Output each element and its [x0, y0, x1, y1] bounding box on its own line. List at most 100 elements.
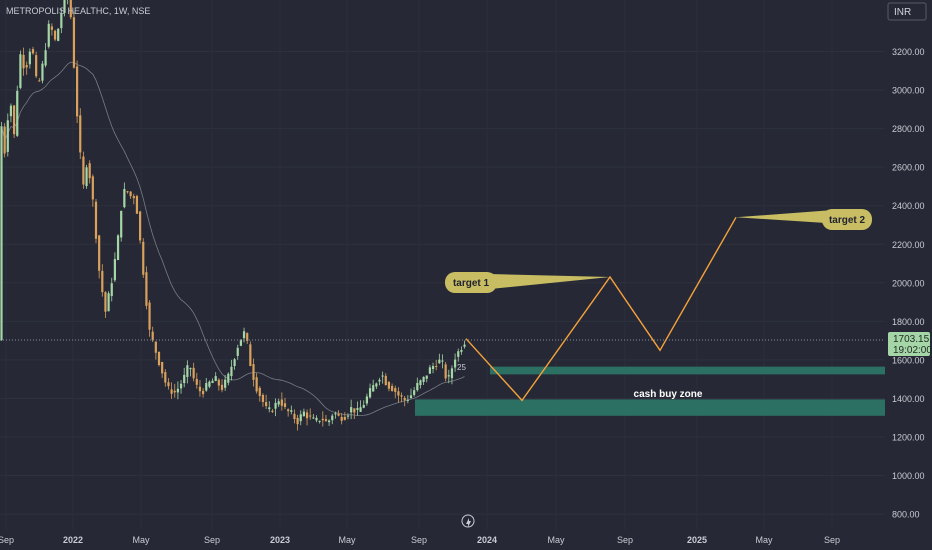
- candle-body: [110, 283, 113, 297]
- candle-body: [454, 359, 457, 368]
- ma-label: 25: [457, 363, 466, 372]
- candle-body: [299, 414, 302, 422]
- target-callouts[interactable]: target 1 target 2: [445, 209, 872, 293]
- candle-body: [252, 364, 255, 380]
- candle-body: [148, 302, 151, 330]
- candle-body: [419, 380, 422, 386]
- candle-body: [403, 397, 406, 401]
- candle-body: [249, 344, 252, 367]
- candle-body: [101, 270, 104, 293]
- candle-body: [463, 344, 466, 347]
- target-2-callout[interactable]: [822, 209, 872, 230]
- price-tick-label: 2600.00: [892, 163, 925, 173]
- candle-body: [271, 410, 274, 412]
- candle-body: [211, 380, 214, 383]
- candle-body: [287, 409, 290, 412]
- candle-body: [239, 339, 242, 346]
- candle-body: [142, 241, 145, 275]
- candle-body: [258, 387, 261, 397]
- countdown-value: 19:02:00: [893, 345, 932, 356]
- candle-body: [400, 395, 403, 397]
- candle-body: [35, 55, 38, 77]
- candle-body: [406, 399, 409, 401]
- candle-body: [195, 378, 198, 385]
- price-tick-label: 2200.00: [892, 240, 925, 250]
- candle-body: [19, 54, 22, 88]
- candle-body: [151, 331, 154, 340]
- candle-body: [277, 401, 280, 405]
- time-tick-label: May: [338, 535, 356, 545]
- candle-body: [353, 408, 356, 413]
- time-tick-label: 2024: [477, 535, 497, 545]
- currency-box[interactable]: [887, 2, 927, 21]
- candle-body: [72, 17, 76, 68]
- candle-body: [38, 80, 41, 82]
- candle-body: [170, 389, 173, 394]
- candle-body: [375, 383, 378, 387]
- candle-body: [413, 390, 416, 395]
- price-tick-label: 1200.00: [892, 433, 925, 443]
- bolt-icon: [466, 518, 471, 527]
- candle-body: [116, 235, 120, 260]
- candle-body: [179, 383, 183, 389]
- candle-body: [441, 360, 444, 362]
- price-tick-label: 1000.00: [892, 471, 925, 481]
- candle-body: [309, 415, 312, 417]
- price-axis[interactable]: 3200.00 3000.00 2800.00 2600.00 2400.00 2200.…: [885, 0, 932, 550]
- candle-body: [230, 366, 233, 377]
- candle-body: [290, 410, 293, 412]
- time-tick-label: 2023: [270, 535, 290, 545]
- candle-body: [280, 399, 283, 406]
- candles: [0, 0, 466, 431]
- candle-body: [438, 359, 441, 364]
- candle-body: [129, 191, 132, 197]
- candle-body: [255, 377, 258, 392]
- candle-body: [135, 196, 139, 214]
- candle-body: [227, 373, 230, 383]
- buy-zone-rect: [490, 366, 885, 375]
- target-1-pointer: [490, 274, 610, 290]
- time-tick-label: Sep: [411, 535, 427, 545]
- candle-body: [120, 210, 123, 238]
- price-tick-label: 2000.00: [892, 278, 925, 288]
- candle-body: [167, 382, 170, 387]
- candle-body: [397, 391, 400, 396]
- candle-body: [161, 361, 164, 374]
- time-tick-label: May: [132, 535, 150, 545]
- time-tick-label: 2022: [63, 535, 83, 545]
- candle-body: [94, 201, 98, 239]
- target-1-callout[interactable]: [445, 272, 497, 293]
- candle-body: [460, 350, 463, 352]
- candle-body: [293, 413, 296, 420]
- candle-body: [435, 365, 438, 367]
- candle-body: [145, 272, 148, 306]
- candle-body: [296, 417, 299, 425]
- candle-body: [302, 411, 305, 417]
- candle-body: [192, 367, 195, 379]
- candle-body: [6, 120, 9, 152]
- buy-zone-rect: [415, 399, 885, 416]
- candle-body: [394, 388, 397, 392]
- candle-body: [387, 381, 391, 389]
- candle-body: [359, 407, 362, 412]
- price-tick-label: 800.00: [892, 510, 920, 520]
- candle-body: [16, 90, 19, 136]
- candle-body: [331, 415, 334, 421]
- candle-body: [157, 351, 161, 366]
- price-tick-label: 3200.00: [892, 47, 925, 57]
- candle-body: [312, 417, 315, 419]
- candle-body: [57, 28, 60, 41]
- candle-body: [0, 126, 3, 341]
- candle-body: [132, 196, 135, 199]
- time-axis[interactable]: Sep 2022 May Sep 2023 May Sep 2024 May Sep 2025 May…: [0, 535, 840, 545]
- price-tick-label: 2400.00: [892, 201, 925, 211]
- price-tick-label: 1800.00: [892, 317, 925, 327]
- candle-body: [350, 407, 353, 413]
- moving-average: [1, 61, 465, 416]
- time-tick-label: May: [547, 535, 565, 545]
- candle-body: [139, 211, 142, 241]
- candle-body: [362, 405, 365, 408]
- candle-body: [44, 50, 47, 66]
- candle-body: [343, 416, 346, 420]
